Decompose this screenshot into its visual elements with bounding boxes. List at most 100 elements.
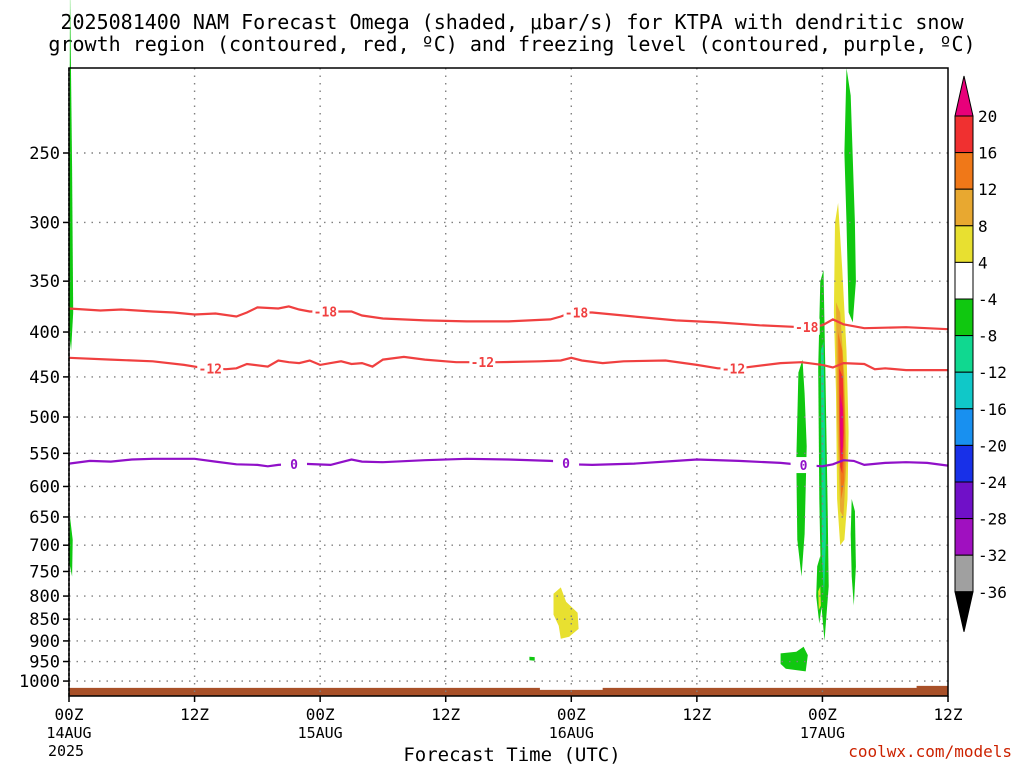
x-tick-date-0: 14AUG [46,724,91,742]
y-tick-label-900: 900 [29,632,60,652]
contour-label-bg [793,318,820,335]
omega-area-13 [840,393,843,457]
omega-area-14 [818,586,821,611]
omega-area-4 [780,646,808,672]
colorbar-swatch-10 [954,444,974,483]
x-tick-label-6: 00Z [808,705,837,724]
contour-layer: -18 -18 -18 -12 -12 -12 0 0 0 [68,303,949,474]
colorbar-label-9: -20 [978,436,1007,455]
colorbar-label-7: -12 [978,363,1007,382]
colorbar-label-6: -8 [978,327,997,346]
colorbar-label-2: 12 [978,180,997,199]
omega-area-3 [529,656,535,661]
contour-label-bg [790,457,817,474]
omega-area-8 [820,341,827,597]
omega-area-15 [844,68,856,323]
colorbar-swatch-5 [954,261,974,300]
contour-label--12: -12 [199,363,222,378]
x-tick-year-0: 2025 [48,742,84,760]
omega-area-2 [553,587,579,639]
omega-area-0 [69,0,74,351]
omega-area-1 [69,517,73,577]
colorbar: 20 16 12 8 4 -4 -8 -12 -16 -20 -24 -28 -32 -36 [954,75,1007,632]
colorbar-swatch-9 [954,408,974,446]
colorbar-swatch-13 [954,554,974,593]
chart-title-line-1: 2025081400 NAM Forecast Omega (shaded, μ… [60,10,964,34]
contour-label-0: 0 [800,459,808,474]
contour-label--12: -12 [471,356,494,371]
y-tick-label-1000: 1000 [19,672,60,692]
colorbar-label-11: -28 [978,510,1007,529]
colorbar-swatch-6 [954,298,974,337]
colorbar-label-10: -24 [978,473,1007,492]
x-tick-label-1: 12Z [180,705,209,724]
y-tick-label-650: 650 [29,508,60,528]
y-tick-label-750: 750 [29,562,60,582]
colorbar-swatch-8 [954,371,974,410]
y-tick-label-600: 600 [29,477,60,497]
colorbar-label-12: -32 [978,546,1007,565]
colorbar-cap-top [954,75,974,117]
contour-label-bg [197,360,224,377]
contour-label-bg [469,354,496,371]
contour-label-bg [312,303,339,320]
colorbar-label-13: -36 [978,583,1007,602]
colorbar-swatch-4 [954,225,974,263]
x-tick-label-2: 00Z [306,705,335,724]
plot-frame [68,67,949,697]
y-tick-label-700: 700 [29,536,60,556]
y-axis: 2503003504004505005506006507007508008509… [19,144,69,692]
colorbar-label-3: 8 [978,217,988,236]
y-tick-label-350: 350 [29,272,60,292]
colorbar-label-1: 16 [978,144,997,163]
y-tick-label-800: 800 [29,587,60,607]
y-tick-label-300: 300 [29,213,60,233]
colorbar-cap-bottom [954,591,974,632]
x-tick-label-7: 12Z [934,705,963,724]
omega-shading-layer [69,0,856,672]
x-tick-date-2: 15AUG [298,724,343,742]
contour-label-bg [720,360,747,377]
y-tick-label-550: 550 [29,444,60,464]
colorbar-swatch-7 [954,335,974,373]
contour-line--12 [68,355,948,372]
contour-label--18: -18 [314,305,338,320]
contour-label--18: -18 [795,321,819,336]
x-tick-label-4: 00Z [557,705,586,724]
y-tick-label-400: 400 [29,323,60,343]
y-tick-label-950: 950 [29,653,60,673]
y-tick-label-850: 850 [29,610,60,630]
colorbar-label-0: 20 [978,107,997,126]
contour-label--12: -12 [722,362,745,377]
x-tick-date-4: 16AUG [549,724,594,742]
y-tick-label-450: 450 [29,368,60,388]
ground-surface [69,685,948,696]
contour-label--18: -18 [565,306,589,321]
contour-label-bg [563,304,590,321]
y-tick-label-500: 500 [29,408,60,428]
colorbar-label-5: -4 [978,290,997,309]
colorbar-label-8: -16 [978,400,1007,419]
contour-label-bg [280,455,307,472]
credit-link[interactable]: coolwx.com/models [848,742,1012,761]
colorbar-swatch-11 [954,481,974,520]
x-tick-label-5: 12Z [682,705,711,724]
colorbar-swatch-12 [954,518,974,556]
x-tick-label-3: 12Z [431,705,460,724]
contour-line-0 [68,457,949,468]
x-tick-label-0: 00Z [55,705,84,724]
colorbar-swatch-1 [954,115,974,154]
colorbar-label-4: 4 [978,253,988,272]
x-axis-title: Forecast Time (UTC) [403,744,621,766]
grid-lines [69,68,948,696]
y-tick-label-250: 250 [29,144,60,164]
x-tick-date-6: 17AUG [800,724,845,742]
contour-label-bg [553,454,580,471]
contour-label-0: 0 [290,458,298,473]
omega-area-16 [850,499,856,606]
chart-title-line-2: growth region (contoured, red, ºC) and f… [48,32,976,56]
colorbar-swatch-2 [954,152,974,190]
colorbar-swatch-3 [954,188,974,227]
